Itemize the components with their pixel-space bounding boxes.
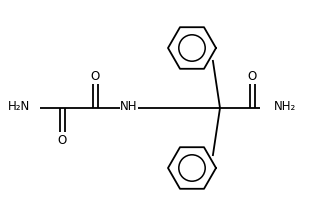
Text: O: O bbox=[90, 70, 99, 83]
Text: O: O bbox=[57, 133, 67, 146]
Text: NH: NH bbox=[120, 100, 138, 113]
Text: NH₂: NH₂ bbox=[274, 100, 296, 113]
Text: H₂N: H₂N bbox=[8, 100, 30, 113]
Text: O: O bbox=[248, 70, 257, 83]
